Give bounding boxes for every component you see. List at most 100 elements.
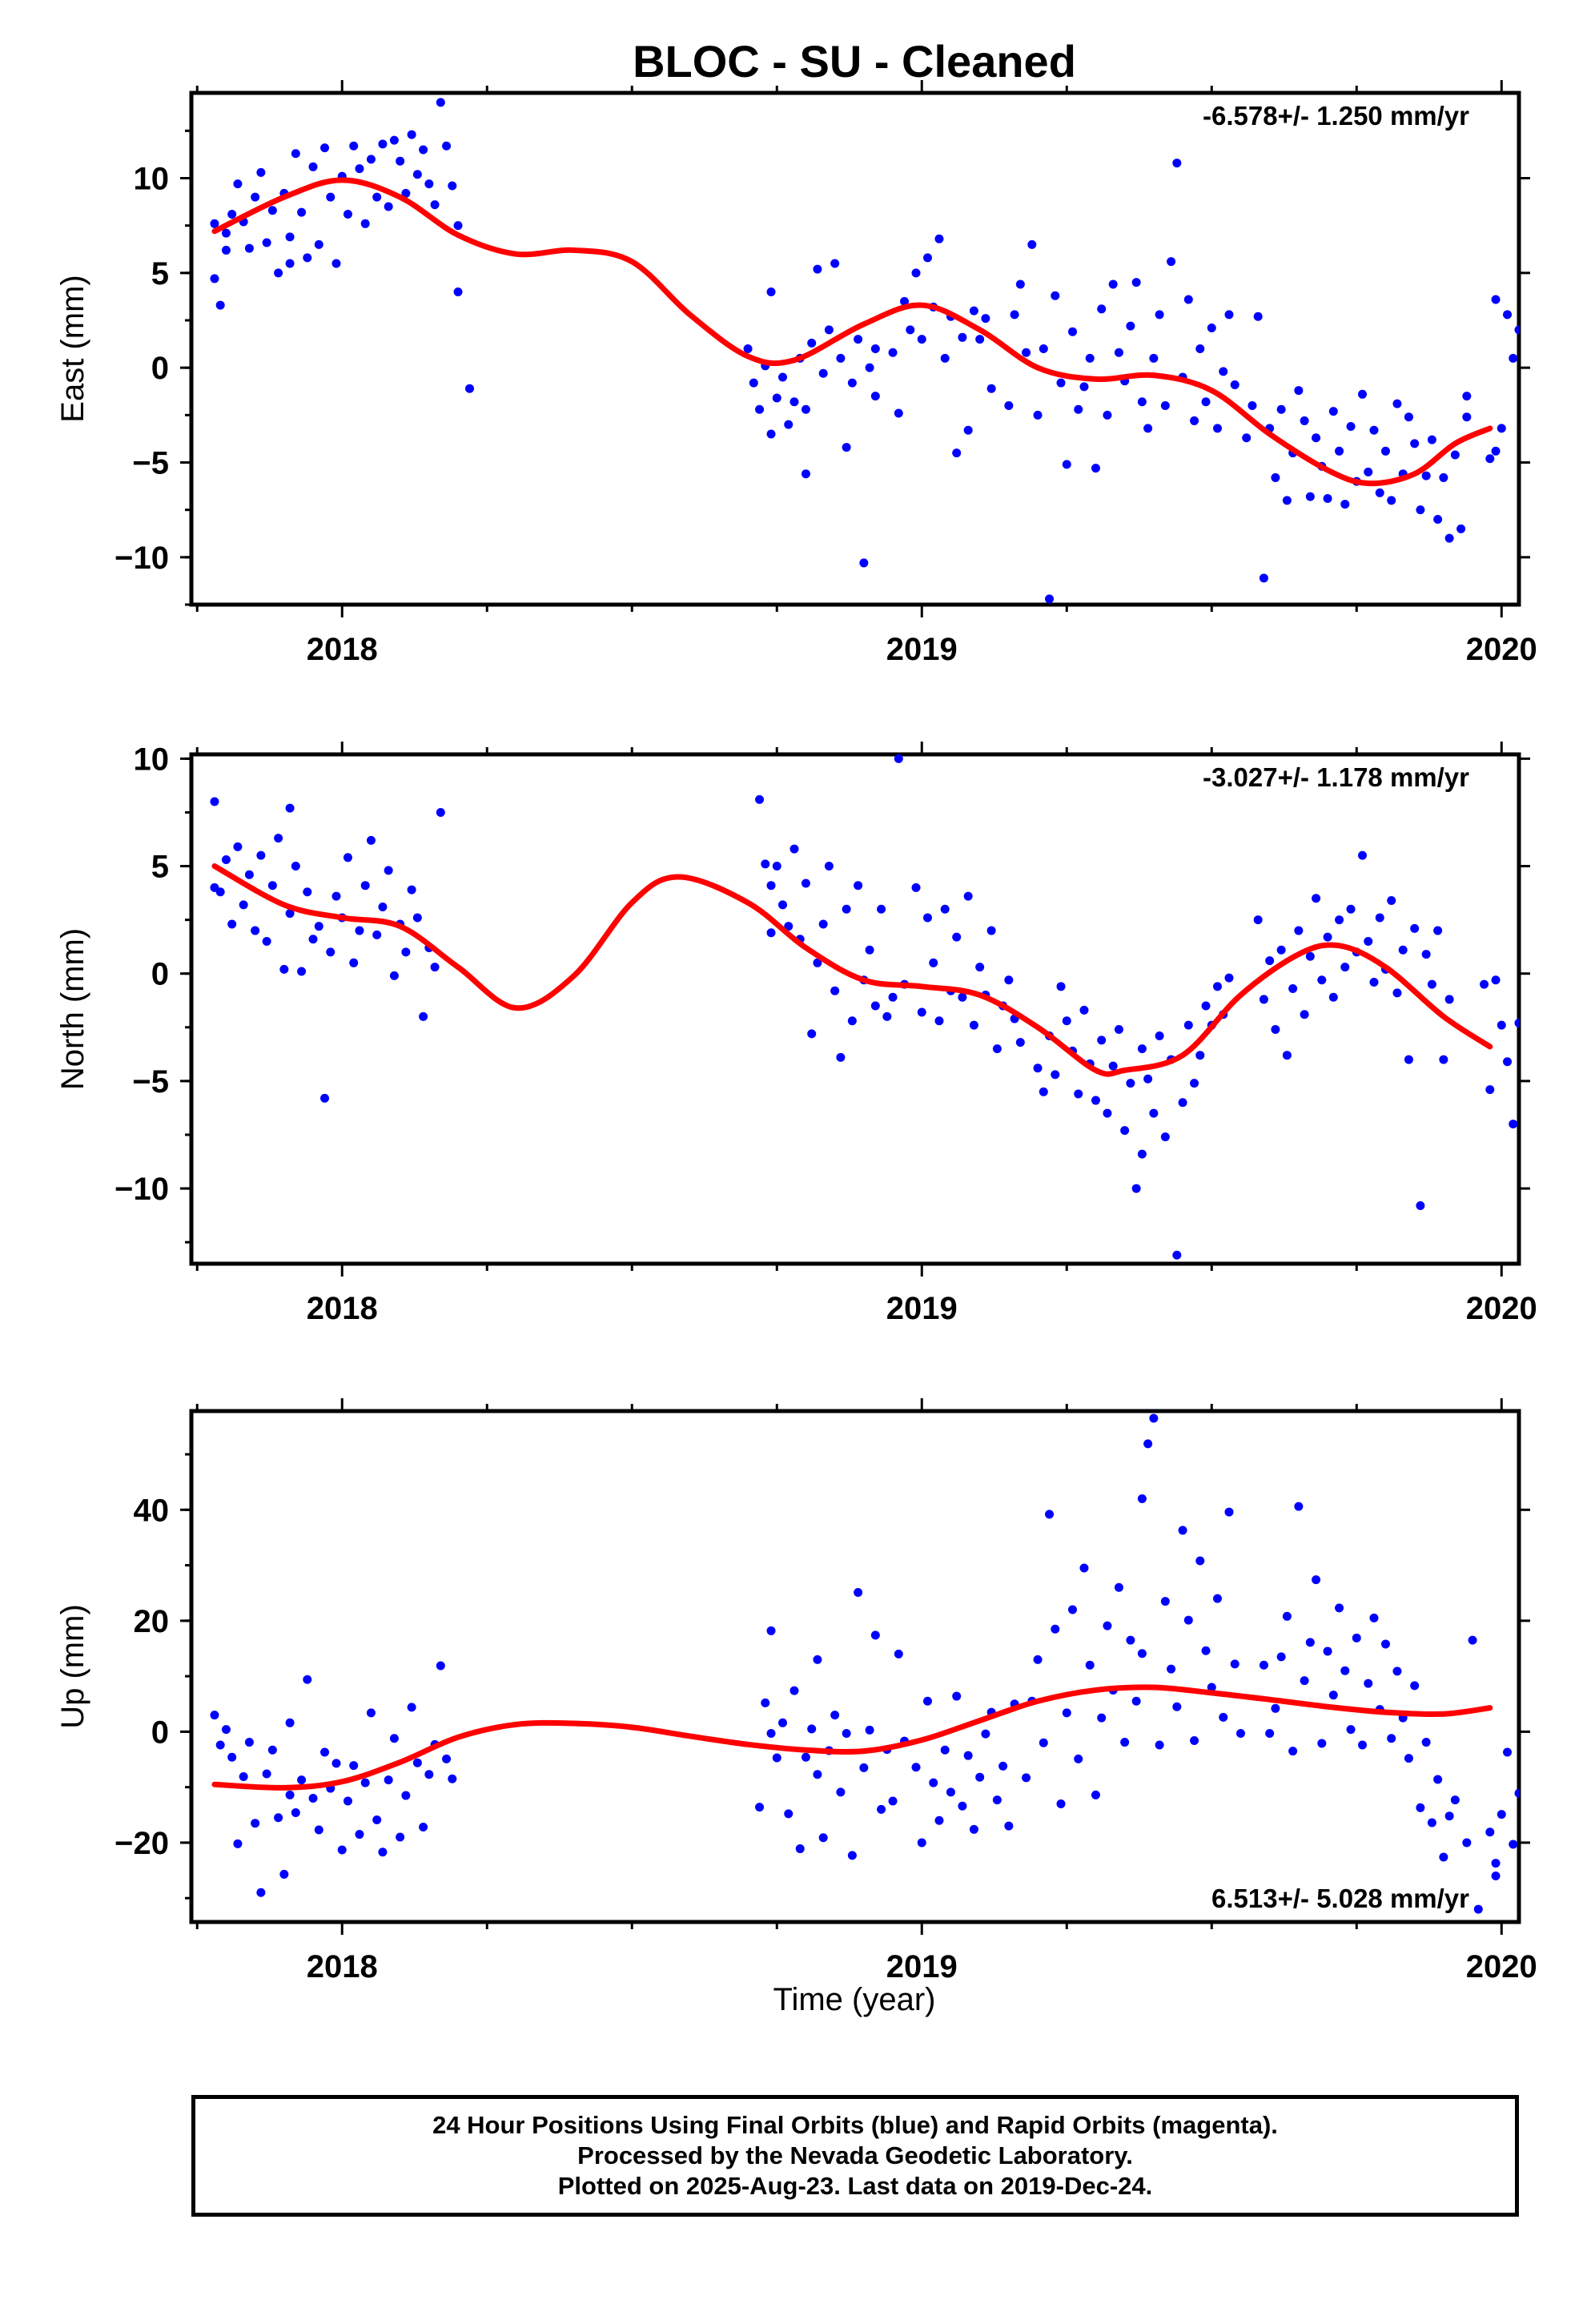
north-data-point [807,1029,817,1039]
east-data-point [1160,401,1170,410]
up-data-point [1433,1775,1443,1784]
east-data-point [784,420,793,429]
up-data-point [303,1675,312,1684]
east-data-point [1514,325,1519,335]
north-data-point [244,870,254,879]
up-data-point [963,1751,973,1760]
up-fit-curve [211,1684,1493,1791]
east-data-point [285,232,295,242]
east-data-point [1335,446,1344,456]
north-data-point [923,913,933,923]
east-data-point [1201,397,1211,407]
up-data-point [221,1725,231,1735]
north-data-point [917,1007,926,1017]
up-data-point [1235,1728,1245,1738]
east-data-point [1462,392,1472,401]
north-data-point [215,887,225,897]
east-fit-curve [211,177,1493,487]
east-data-point [1369,425,1379,435]
up-data-point [911,1763,921,1772]
north-data-point [1480,979,1489,989]
north-data-point [1033,1063,1043,1073]
up-data-point [1503,1747,1513,1757]
north-data-point [975,963,985,972]
north-data-point [360,881,370,891]
east-data-point [401,188,411,198]
north-data-point [1039,1087,1048,1096]
north-data-point [963,891,973,901]
north-data-point [320,1093,330,1103]
east-data-point [227,209,237,219]
north-data-point [784,922,793,931]
east-data-point [314,239,323,249]
up-data-point [877,1804,886,1814]
north-x-tick-label: 2020 [1466,1291,1537,1326]
east-data-point [1427,435,1436,444]
east-data-point [743,344,753,353]
north-data-point [366,835,376,845]
up-data-point [1195,1556,1205,1566]
north-data-point [1097,1035,1107,1045]
north-data-point [824,862,834,871]
east-data-point [813,264,822,274]
east-data-point [1230,380,1239,389]
east-data-point [906,325,915,335]
north-data-point [1131,1184,1141,1193]
north-data-point [1004,975,1014,985]
up-data-point [1404,1754,1413,1763]
east-data-point [1114,348,1123,357]
north-data-point [1155,1031,1164,1041]
north-data-point [1340,963,1350,972]
up-data-point [360,1778,370,1787]
up-data-point [1380,1639,1390,1649]
east-data-point [453,287,463,296]
east-data-point [1462,412,1472,422]
up-data-point [1485,1827,1495,1837]
north-data-point [239,900,248,910]
up-rate-label: 6.513+/- 5.028 mm/yr [1211,1884,1469,1913]
east-data-point [1108,279,1118,289]
up-data-point [1062,1708,1071,1718]
up-data-point [1056,1799,1066,1808]
up-y-tick-label: 0 [151,1715,169,1750]
up-data-point [1473,1904,1483,1914]
up-data-point [1352,1633,1361,1642]
north-fit-curve [211,863,1493,1077]
up-data-point [1387,1734,1396,1743]
north-data-point [314,922,323,931]
north-data-point [1387,895,1396,905]
east-data-point [419,145,428,155]
north-data-point [372,930,382,939]
up-data-point [1328,1691,1338,1700]
east-data-point [465,384,475,393]
east-data-point [274,268,283,278]
up-data-point [946,1787,955,1797]
up-data-point [1369,1613,1379,1622]
east-data-point [1010,310,1019,320]
east-data-point [1421,471,1431,480]
north-data-point [1224,973,1234,983]
up-data-point [830,1711,840,1720]
east-data-point [244,243,254,253]
east-data-point [847,378,857,388]
east-data-point [285,259,295,268]
up-data-point [424,1770,434,1779]
north-data-point [1137,1149,1147,1159]
up-data-point [244,1738,254,1747]
north-data-point [308,935,318,944]
up-data-point [1143,1439,1153,1449]
up-x-tick-label: 2019 [886,1949,958,1984]
up-data-point [337,1845,347,1855]
north-y-axis-title: North (mm) [55,928,90,1090]
north-rate-label: -3.027+/- 1.178 mm/yr [1203,762,1469,792]
up-y-tick-label: 40 [134,1493,170,1528]
east-data-point [1033,410,1043,420]
north-data-point [1398,945,1408,955]
north-data-point [755,794,765,804]
up-data-point [952,1691,962,1701]
east-data-point [1247,401,1257,410]
north-data-point [766,881,776,891]
east-data-point [1137,397,1147,407]
north-data-point [1491,975,1501,985]
up-data-point [1051,1624,1060,1634]
